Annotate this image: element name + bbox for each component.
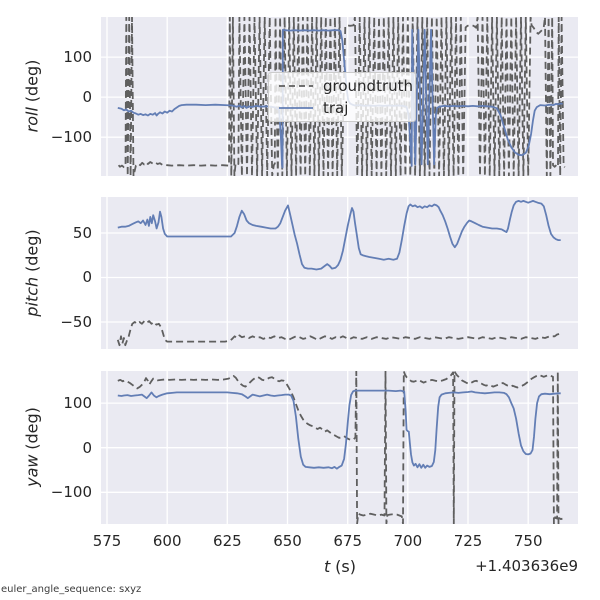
roll-groundtruth-line: [117, 17, 566, 176]
legend-item-groundtruth: groundtruth: [269, 78, 415, 94]
pitch-traj-line: [117, 200, 561, 271]
yaw-y-tick-label: 0: [82, 438, 92, 457]
roll-y-tick-label: 0: [82, 88, 92, 107]
yaw-subplot: [101, 371, 578, 524]
traj-solid-line-icon: [279, 106, 313, 109]
x-tick-label: 750: [513, 532, 543, 550]
x-tick-label: 625: [213, 532, 242, 550]
roll-y-tick-label: 100: [63, 48, 92, 67]
x-tick-label: 600: [152, 532, 182, 550]
x-axis-label-unit: (s): [335, 557, 356, 576]
x-axis-label-var: t: [324, 557, 331, 576]
pitch-plot-area: [101, 197, 578, 349]
x-tick-label: 725: [453, 532, 483, 550]
x-axis-label: t (s): [324, 557, 356, 576]
legend: groundtruth traj: [268, 72, 416, 122]
pitch-subplot: [101, 197, 578, 349]
yaw-y-tick-label: 100: [63, 394, 92, 413]
x-tick-label: 675: [333, 532, 362, 550]
legend-label-groundtruth: groundtruth: [323, 77, 414, 96]
yaw-groundtruth-line: [117, 371, 563, 524]
x-tick-label: 700: [393, 532, 423, 550]
yaw-axis-label-var: yaw: [22, 454, 42, 487]
x-tick-label: 575: [92, 532, 122, 550]
x-tick-label: 650: [273, 532, 302, 550]
pitch-y-tick-label: −50: [60, 313, 92, 332]
pitch-groundtruth-line: [116, 320, 561, 347]
footnote: euler_angle_sequence: sxyz: [1, 584, 142, 595]
roll-y-tick-label: −100: [50, 128, 92, 147]
yaw-traj-line: [117, 389, 561, 470]
legend-item-traj: traj: [269, 100, 415, 116]
x-axis-offset-text: +1.403636e9: [475, 557, 578, 575]
pitch-y-tick-label: 0: [82, 268, 92, 287]
yaw-y-tick-label: −100: [50, 483, 92, 502]
groundtruth-dashed-line-icon: [279, 85, 313, 88]
pitch-y-tick-label: 50: [72, 223, 92, 242]
legend-label-traj: traj: [323, 98, 349, 117]
roll-traj-line: [117, 28, 563, 169]
